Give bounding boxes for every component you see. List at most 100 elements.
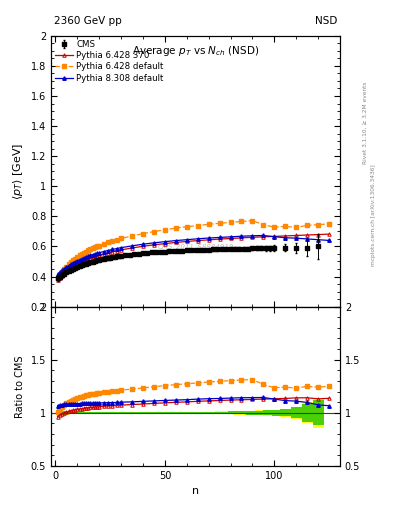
Pythia 8.308 default xyxy=(82,255,86,261)
Pythia 6.428 default xyxy=(86,247,91,253)
Pythia 8.308 default xyxy=(101,248,106,254)
Pythia 6.428 370 xyxy=(79,260,84,266)
Pythia 6.428 370 xyxy=(110,249,115,255)
Pythia 6.428 370 xyxy=(130,245,134,251)
Pythia 6.428 default xyxy=(110,238,115,244)
Pythia 6.428 370 xyxy=(71,264,75,270)
Pythia 6.428 default xyxy=(77,252,82,259)
Pythia 6.428 default xyxy=(79,251,84,257)
Pythia 8.308 default xyxy=(66,263,71,269)
Pythia 6.428 default xyxy=(261,222,266,228)
Pythia 6.428 370 xyxy=(184,239,189,245)
Pythia 6.428 default xyxy=(305,222,309,228)
Pythia 6.428 default xyxy=(206,221,211,227)
Pythia 8.308 default xyxy=(114,245,119,251)
Pythia 6.428 default xyxy=(66,261,71,267)
Text: Average $p_T$ vs $N_{ch}$ (NSD): Average $p_T$ vs $N_{ch}$ (NSD) xyxy=(132,44,259,58)
Pythia 6.428 370 xyxy=(82,258,86,264)
Pythia 6.428 370 xyxy=(195,238,200,244)
Pythia 8.308 default xyxy=(79,255,84,262)
Pythia 6.428 370 xyxy=(316,231,320,238)
Pythia 6.428 default xyxy=(62,266,66,272)
Pythia 8.308 default xyxy=(90,252,95,258)
Pythia 8.308 default xyxy=(84,254,88,260)
Pythia 8.308 default xyxy=(173,238,178,244)
Pythia 6.428 370 xyxy=(95,253,99,259)
Pythia 6.428 370 xyxy=(261,234,266,240)
Pythia 6.428 370 xyxy=(60,272,64,279)
Pythia 8.308 default xyxy=(77,257,82,263)
Pythia 8.308 default xyxy=(97,250,101,256)
Pythia 8.308 default xyxy=(92,251,97,257)
Pythia 6.428 default xyxy=(283,223,288,229)
Pythia 6.428 default xyxy=(55,274,60,281)
Pythia 8.308 default xyxy=(95,250,99,257)
Pythia 6.428 default xyxy=(106,239,110,245)
Pythia 6.428 370 xyxy=(84,257,88,263)
Text: CMS_2011_S8884919: CMS_2011_S8884919 xyxy=(157,244,234,250)
Pythia 8.308 default xyxy=(217,234,222,241)
Text: Rivet 3.1.10, ≥ 3.2M events: Rivet 3.1.10, ≥ 3.2M events xyxy=(362,81,367,164)
Pythia 6.428 370 xyxy=(239,235,244,241)
Pythia 6.428 370 xyxy=(77,261,82,267)
Pythia 6.428 default xyxy=(84,248,88,254)
Pythia 6.428 370 xyxy=(55,277,60,283)
Pythia 8.308 default xyxy=(228,234,233,240)
Pythia 6.428 default xyxy=(71,258,75,264)
Pythia 6.428 370 xyxy=(97,252,101,259)
Pythia 8.308 default xyxy=(250,232,255,239)
Pythia 8.308 default xyxy=(130,243,134,249)
Pythia 6.428 370 xyxy=(217,236,222,242)
Line: Pythia 6.428 370: Pythia 6.428 370 xyxy=(56,232,331,282)
Pythia 6.428 default xyxy=(68,259,73,265)
Text: mcplots.cern.ch [arXiv:1306.3436]: mcplots.cern.ch [arXiv:1306.3436] xyxy=(371,164,376,266)
Pythia 6.428 default xyxy=(217,220,222,226)
Pythia 6.428 370 xyxy=(173,239,178,245)
Pythia 8.308 default xyxy=(206,235,211,241)
Pythia 6.428 default xyxy=(184,224,189,230)
Pythia 6.428 370 xyxy=(66,267,71,273)
Text: 2360 GeV pp: 2360 GeV pp xyxy=(54,16,122,26)
Text: NSD: NSD xyxy=(315,16,337,26)
Pythia 6.428 370 xyxy=(228,236,233,242)
Pythia 6.428 default xyxy=(82,250,86,256)
Line: Pythia 6.428 default: Pythia 6.428 default xyxy=(55,219,331,280)
Pythia 6.428 370 xyxy=(64,269,69,275)
Pythia 6.428 370 xyxy=(114,248,119,254)
Pythia 8.308 default xyxy=(62,266,66,272)
Pythia 6.428 default xyxy=(114,237,119,243)
Pythia 6.428 370 xyxy=(305,232,309,238)
Pythia 6.428 default xyxy=(60,269,64,275)
Pythia 8.308 default xyxy=(64,264,69,270)
Pythia 6.428 default xyxy=(250,218,255,224)
Pythia 8.308 default xyxy=(75,258,80,264)
Pythia 6.428 default xyxy=(163,227,167,233)
Pythia 6.428 default xyxy=(130,233,134,239)
Pythia 6.428 370 xyxy=(250,234,255,240)
Pythia 6.428 default xyxy=(195,223,200,229)
Pythia 6.428 default xyxy=(90,245,95,251)
Pythia 8.308 default xyxy=(195,236,200,242)
Legend: CMS, Pythia 6.428 370, Pythia 6.428 default, Pythia 8.308 default: CMS, Pythia 6.428 370, Pythia 6.428 defa… xyxy=(53,37,166,85)
Pythia 6.428 370 xyxy=(101,251,106,257)
Pythia 8.308 default xyxy=(283,234,288,241)
Pythia 6.428 default xyxy=(239,219,244,225)
Y-axis label: Ratio to CMS: Ratio to CMS xyxy=(15,355,25,417)
Pythia 6.428 default xyxy=(173,225,178,231)
Pythia 8.308 default xyxy=(316,237,320,243)
Pythia 8.308 default xyxy=(152,240,156,246)
Pythia 6.428 370 xyxy=(206,237,211,243)
Pythia 6.428 370 xyxy=(73,263,77,269)
Pythia 6.428 370 xyxy=(57,274,62,281)
Pythia 6.428 370 xyxy=(86,257,91,263)
Line: Pythia 8.308 default: Pythia 8.308 default xyxy=(56,234,331,276)
Pythia 8.308 default xyxy=(184,237,189,243)
Pythia 6.428 default xyxy=(92,244,97,250)
Pythia 6.428 default xyxy=(141,230,145,237)
Pythia 8.308 default xyxy=(327,238,331,244)
Pythia 6.428 default xyxy=(272,224,277,230)
Pythia 8.308 default xyxy=(305,236,309,242)
Pythia 6.428 default xyxy=(88,246,93,252)
Pythia 6.428 default xyxy=(75,254,80,260)
Pythia 6.428 370 xyxy=(68,266,73,272)
